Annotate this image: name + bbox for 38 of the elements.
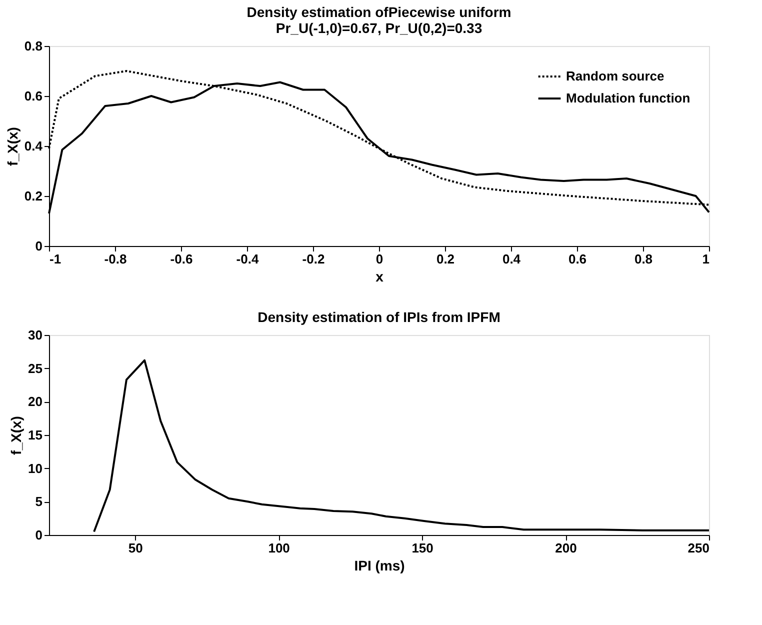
y-tick-label: 5 (35, 494, 42, 510)
y-axis-title: f_X(x) (8, 416, 24, 455)
x-tick-label: 0.4 (502, 252, 522, 266)
text: Pr_U(-1,0)=0.67, Pr_U(0,2)=0.33 (276, 20, 482, 36)
x-tick-label: -1 (50, 252, 62, 266)
y-axis-title: f_X(x) (4, 127, 20, 166)
x-tick-label: -0.6 (170, 252, 193, 266)
x-tick-label: -0.2 (302, 252, 325, 266)
x-tick-label: 100 (268, 540, 290, 556)
legend-label: Modulation function (566, 90, 690, 106)
x-tick-label: 0.2 (436, 252, 455, 266)
x-tick-label: -0.4 (236, 252, 260, 266)
y-tick-label: 30 (28, 328, 42, 342)
y-tick-label: 15 (28, 428, 42, 442)
y-tick-label: 0.4 (24, 138, 44, 154)
line-series (93, 359, 710, 533)
legend-label: Random source (566, 68, 664, 84)
x-axis-title: x (376, 268, 384, 284)
x-axis-title: IPI (ms) (354, 558, 405, 574)
x-tick-label: 200 (555, 540, 577, 556)
x-tick-label: -0.8 (104, 252, 127, 266)
chart-title: Density estimation of IPIs from IPFM (258, 309, 500, 325)
x-tick-label: 1 (702, 252, 710, 266)
x-tick-label: 0 (376, 252, 384, 266)
y-tick-label: 0.6 (24, 88, 42, 104)
y-tick-label: 20 (28, 394, 42, 410)
x-tick-label: 250 (688, 540, 710, 556)
y-tick-label: 0 (35, 528, 42, 542)
y-tick-label: 25 (28, 360, 42, 376)
x-tick-label: 150 (412, 540, 434, 556)
y-tick-label: 10 (28, 460, 42, 476)
x-tick-label: 0.8 (634, 252, 653, 266)
x-tick-label: 50 (128, 540, 143, 556)
y-tick-label: 0.8 (24, 38, 42, 54)
text: Density estimation ofPiecewise uniform (246, 4, 512, 20)
y-tick-label: 0.2 (24, 188, 42, 204)
x-tick-label: 0.6 (568, 252, 587, 266)
y-tick-label: 0 (35, 238, 42, 254)
